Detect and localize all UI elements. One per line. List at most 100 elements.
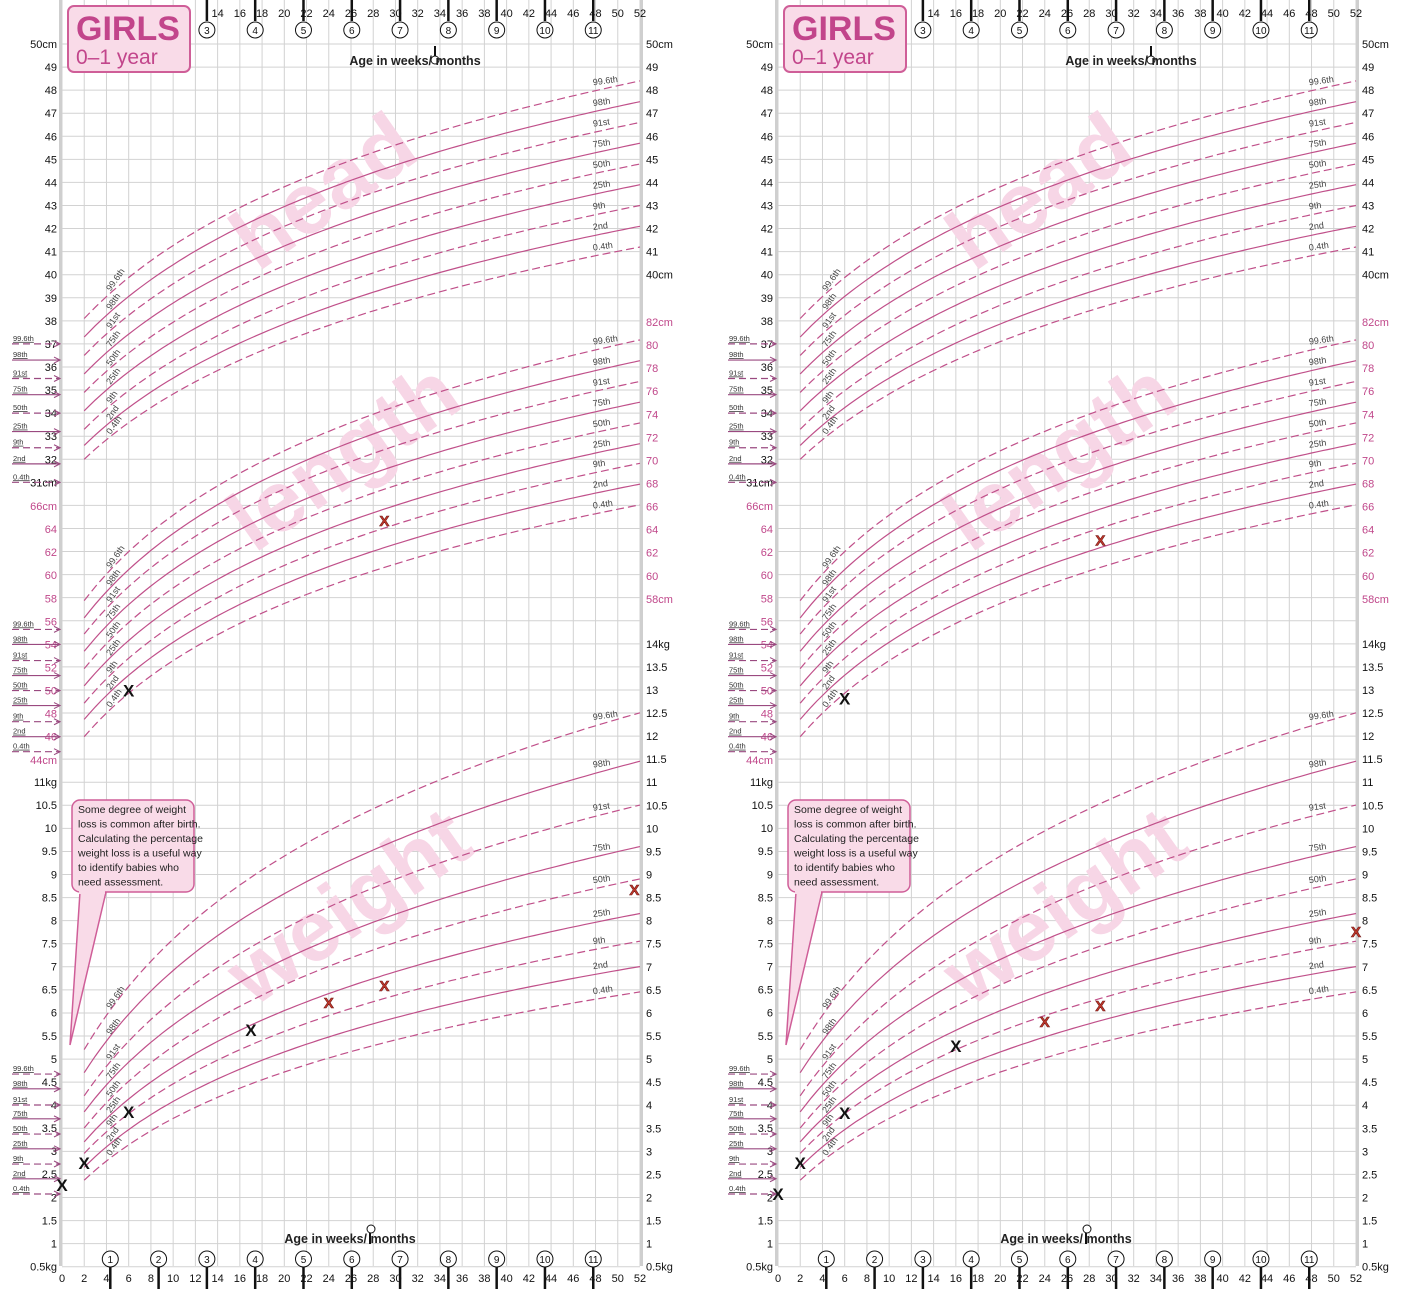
birth-percentile-label: 99.6th (729, 1064, 750, 1073)
note-text-line: need assessment. (78, 877, 163, 889)
left-tick-label-weight: 9 (767, 869, 773, 881)
month-circle-icon (101, 1250, 119, 1268)
curve-end-label: 75th (1308, 396, 1327, 408)
top-week-tick: 32 (412, 8, 424, 20)
top-week-tick: 16 (234, 8, 246, 20)
curve-end-label: 50th (592, 417, 611, 429)
bottom-week-tick: 40 (1216, 1273, 1228, 1285)
curve-end-label: 0.4th (1308, 240, 1329, 253)
top-week-tick: 28 (367, 8, 379, 20)
growth-chart-right: headlengthweight50cm49484746454443424140… (728, 0, 1389, 1289)
top-month-label: 5 (1017, 26, 1023, 37)
left-tick-label-head: 40 (45, 270, 57, 282)
note-text-line: weight loss is a useful way (793, 848, 918, 860)
top-week-tick: 24 (323, 8, 335, 20)
right-tick-label-head: 46 (646, 131, 658, 143)
month-circle-icon (488, 21, 506, 39)
left-tick-label-length: 64 (761, 524, 773, 536)
right-tick-label-length: 72 (1362, 432, 1374, 444)
left-tick-label-weight: 0.5kg (746, 1261, 773, 1273)
left-tick-label-head: 31cm (746, 477, 773, 489)
right-tick-label-head: 40cm (1362, 270, 1389, 282)
bottom-week-tick: 4 (103, 1273, 109, 1285)
arrowhead-icon (53, 687, 62, 695)
right-tick-label-weight: 13 (1362, 685, 1374, 697)
top-x-axis-label: Age in weeks/ months (1065, 54, 1196, 68)
right-tick-label-weight: 12 (646, 731, 658, 743)
arrowhead-icon (769, 748, 778, 756)
bottom-week-tick: 48 (1305, 1273, 1317, 1285)
top-month-label: 4 (968, 26, 974, 37)
curve-end-label: 2nd (592, 478, 608, 490)
left-tick-label-head: 32 (45, 454, 57, 466)
top-x-axis-label: Age in weeks/ months (349, 54, 480, 68)
bottom-month-label: 10 (1255, 1255, 1267, 1266)
curve-start-label: 99.6th (820, 984, 843, 1010)
top-week-tick: 40 (1216, 8, 1228, 20)
left-tick-label-length: 54 (761, 639, 773, 651)
left-tick-label-head: 40 (761, 270, 773, 282)
right-axis-bar (1356, 0, 1359, 1266)
right-tick-label-head: 40cm (646, 270, 673, 282)
bottom-week-tick: 6 (842, 1273, 848, 1285)
bottom-week-tick: 10 (167, 1273, 179, 1285)
right-tick-label-length: 60 (646, 571, 658, 583)
arrowhead-icon (769, 1145, 778, 1153)
right-tick-label-weight: 8 (1362, 916, 1368, 928)
measurement-point-length: X (123, 682, 135, 701)
right-tick-label-head: 49 (1362, 62, 1374, 74)
bottom-week-tick: 20 (994, 1273, 1006, 1285)
curve-weight-25th (799, 912, 1357, 1143)
right-axis-bar (640, 0, 643, 1266)
bottom-week-tick: 52 (634, 1273, 646, 1285)
bottom-week-tick: 52 (1350, 1273, 1362, 1285)
bottom-week-tick: 18 (256, 1273, 268, 1285)
top-month-label: 6 (1065, 26, 1071, 37)
watermark-weight: weight (924, 789, 1203, 1024)
right-tick-label-head: 50cm (646, 39, 673, 51)
left-tick-label-length: 50 (761, 686, 773, 698)
note-text-line: weight loss is a useful way (77, 848, 202, 860)
measurement-point-weight: X (245, 1021, 257, 1040)
month-circle-icon (1155, 1250, 1173, 1268)
curve-length-91st (83, 380, 641, 635)
curve-end-label: 91st (1308, 376, 1327, 388)
arrowhead-icon (769, 640, 778, 648)
left-tick-label-length: 62 (45, 547, 57, 559)
right-tick-label-head: 42 (1362, 224, 1374, 236)
arrowhead-icon (53, 702, 62, 710)
right-tick-label-length: 82cm (646, 317, 673, 329)
bottom-month-label: 7 (397, 1255, 403, 1266)
left-tick-label-length: 66cm (746, 501, 773, 513)
top-week-tick: 16 (950, 8, 962, 20)
head-percentile-curves: 99.6th 99.6th 99.6th 98th 98th 98th 91st 91st 91… (728, 74, 1357, 486)
month-circle-icon (584, 21, 602, 39)
bottom-week-tick: 4 (819, 1273, 825, 1285)
left-tick-label-weight: 2 (51, 1192, 57, 1204)
left-tick-label-weight: 11kg (750, 777, 773, 789)
left-tick-label-weight: 4 (767, 1100, 773, 1112)
month-circle-icon (817, 1250, 835, 1268)
curve-end-label: 25th (592, 907, 611, 919)
left-tick-label-head: 37 (761, 339, 773, 351)
bottom-month-label: 9 (494, 1255, 500, 1266)
curve-weight-75th (799, 846, 1357, 1113)
left-tick-label-head: 48 (761, 85, 773, 97)
birth-percentile-label: 91st (729, 1095, 744, 1104)
arrowhead-icon (769, 702, 778, 710)
right-tick-label-weight: 2 (1362, 1192, 1368, 1204)
left-tick-label-weight: 7 (767, 962, 773, 974)
bottom-week-tick: 32 (412, 1273, 424, 1285)
curve-end-label: 0.4th (592, 240, 613, 253)
note-box (787, 799, 911, 893)
bottom-week-tick: 36 (456, 1273, 468, 1285)
left-tick-label-head: 43 (45, 200, 57, 212)
note-text-line: to identify babies who (78, 862, 179, 874)
curve-end-label: 0.4th (592, 984, 613, 997)
measurement-point-weight: X (795, 1154, 807, 1173)
curve-end-label: 75th (592, 137, 611, 149)
curve-length-0.4th (799, 504, 1357, 738)
right-tick-label-head: 47 (646, 108, 658, 120)
month-circle-icon (343, 1250, 361, 1268)
note-pointer (69, 891, 107, 1046)
